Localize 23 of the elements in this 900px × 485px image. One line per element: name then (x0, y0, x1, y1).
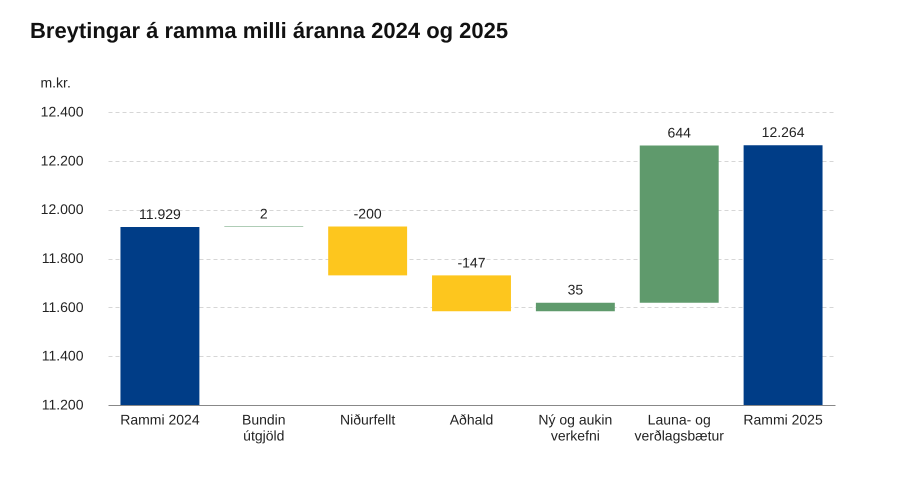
y-tick-label: 12.200 (40, 152, 84, 168)
y-tick-label: 12.400 (40, 104, 84, 120)
x-tick-label: Launa- og verðlagsbætur (634, 412, 724, 444)
data-label: 35 (568, 282, 584, 298)
x-tick-label: Rammi 2024 (120, 412, 200, 428)
y-tick-label: 11.400 (42, 348, 84, 364)
data-label: 11.929 (139, 206, 182, 222)
data-label: 12.264 (762, 124, 805, 140)
x-tick-label: Ný og aukin verkefni (538, 412, 612, 444)
y-tick-label: 11.200 (42, 396, 84, 412)
data-label: 644 (668, 124, 692, 140)
data-label: 2 (260, 206, 268, 222)
data-label: -147 (457, 254, 486, 270)
x-tick-label: Aðhald (450, 412, 494, 428)
x-tick-label: Rammi 2025 (743, 412, 823, 428)
data-label: -200 (354, 206, 382, 222)
x-tick-label: Bundin útgjöld (242, 412, 286, 444)
chart-title: Breytingar á ramma milli áranna 2024 og 2025 (30, 18, 508, 43)
y-tick-label: 12.000 (40, 201, 84, 218)
x-tick-label: Niðurfellt (340, 412, 396, 428)
y-axis-title: m.kr. (40, 74, 71, 90)
y-tick-label: 11.800 (42, 250, 84, 266)
y-tick-label: 11.600 (42, 298, 84, 315)
